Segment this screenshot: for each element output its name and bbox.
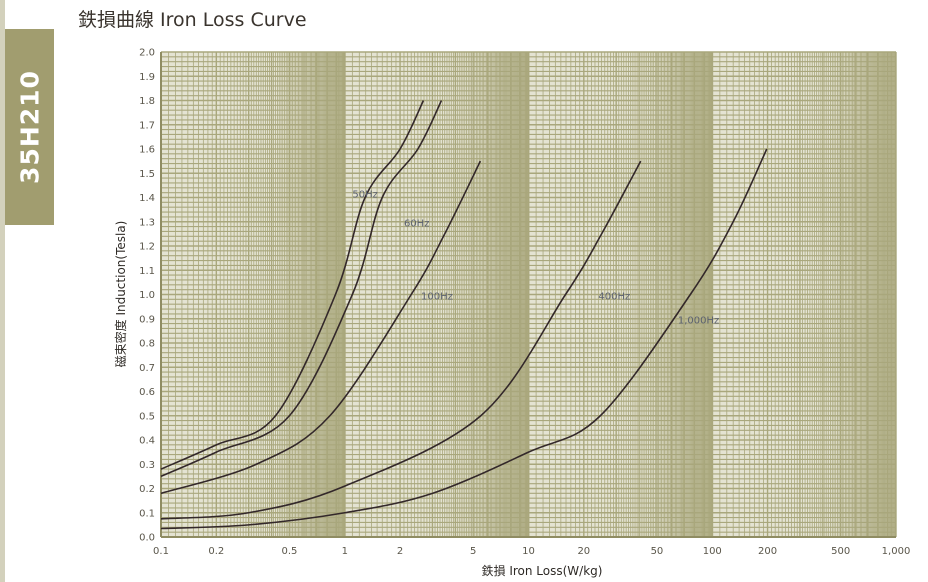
- y-tick-label: 1.4: [139, 193, 155, 204]
- decade-band: [341, 52, 346, 537]
- curves: 50Hz 60Hz 100Hz 400Hz 1,000Hz: [160, 100, 768, 530]
- y-tick-label: 0.6: [139, 387, 155, 398]
- x-tick-label: 2: [397, 546, 403, 557]
- y-tick-label: 0.5: [139, 411, 155, 422]
- curve-400hz: [160, 160, 642, 520]
- x-tick-label: 100: [703, 546, 722, 557]
- x-tick-label: 0.1: [153, 546, 169, 557]
- x-tick-label: 0.2: [208, 546, 224, 557]
- curve-label: 400Hz: [598, 291, 630, 302]
- y-tick-label: 0.9: [139, 314, 155, 325]
- y-tick-label: 1.9: [139, 72, 155, 83]
- y-tick-label: 2.0: [139, 48, 155, 59]
- y-axis-label: 磁束密度 Induction(Tesla): [113, 221, 128, 368]
- chart-title: 鉄損曲線 Iron Loss Curve: [78, 9, 307, 31]
- y-tick-label: 0.7: [139, 363, 155, 374]
- y-tick-label: 0.8: [139, 339, 155, 350]
- y-tick-label: 0.0: [139, 533, 155, 544]
- curve-label: 100Hz: [421, 291, 453, 302]
- curve-50hz: [160, 100, 425, 470]
- x-tick-label: 500: [831, 546, 850, 557]
- y-tick-label: 1.1: [139, 266, 155, 277]
- y-tick-label: 1.8: [139, 96, 155, 107]
- y-tick-label: 1.7: [139, 120, 155, 131]
- x-tick-label: 20: [577, 546, 590, 557]
- x-tick-label: 10: [522, 546, 535, 557]
- curve-label: 60Hz: [404, 219, 430, 230]
- x-tick-label: 50: [651, 546, 664, 557]
- x-tick-label: 1: [342, 546, 348, 557]
- decade-band: [525, 52, 530, 537]
- curve-60hz: [160, 100, 443, 478]
- grade-tab: 35H210: [5, 29, 54, 225]
- sidebar-strip: [0, 0, 5, 582]
- y-tick-label: 1.3: [139, 217, 155, 228]
- y-tick-label: 0.1: [139, 508, 155, 519]
- x-tick-label: 200: [758, 546, 777, 557]
- y-tick-label: 0.3: [139, 460, 155, 471]
- decade-band: [709, 52, 714, 537]
- curve-label: 1,000Hz: [678, 316, 719, 327]
- x-tick-label: 0.5: [281, 546, 297, 557]
- y-tick-label: 0.4: [139, 436, 155, 447]
- y-tick-label: 1.2: [139, 242, 155, 253]
- curve-100hz: [160, 160, 482, 495]
- ticks: 0.0 0.1 0.2 0.3 0.4 0.5 0.6 0.7 0.8 0.9 1.0 1.1 1.2 1…: [139, 48, 910, 558]
- curve-1000hz: [160, 148, 768, 530]
- y-tick-label: 1.5: [139, 169, 155, 180]
- y-tick-label: 0.2: [139, 484, 155, 495]
- x-tick-label: 1,000: [882, 546, 911, 557]
- x-tick-label: 5: [470, 546, 476, 557]
- y-tick-label: 1.0: [139, 290, 155, 301]
- x-axis-label: 鉄損 Iron Loss(W/kg): [482, 563, 603, 578]
- grid: [160, 51, 897, 538]
- curve-label: 50Hz: [352, 190, 378, 201]
- y-tick-label: 1.6: [139, 145, 155, 156]
